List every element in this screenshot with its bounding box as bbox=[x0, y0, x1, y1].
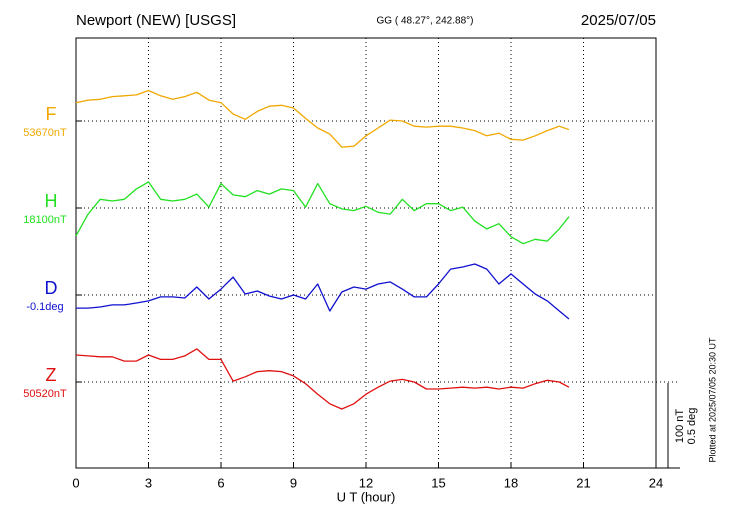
x-tick-label: 3 bbox=[145, 475, 152, 490]
footnote: Plotted at 2025/07/05 20:30 UT bbox=[707, 337, 717, 463]
baseline-label: 18100nT bbox=[23, 214, 67, 226]
x-tick-label: 6 bbox=[217, 475, 224, 490]
series-name: F bbox=[46, 104, 57, 124]
scale-label: 100 nT bbox=[674, 409, 686, 444]
x-tick-label: 21 bbox=[576, 475, 590, 490]
series-line bbox=[76, 263, 570, 320]
series-line bbox=[75, 348, 570, 410]
series-name: H bbox=[45, 191, 58, 211]
baseline-label: -0.1deg bbox=[26, 301, 63, 313]
x-tick-label: 0 bbox=[72, 475, 79, 490]
series-line bbox=[75, 181, 570, 245]
series-name: D bbox=[45, 278, 58, 298]
x-tick-label: 15 bbox=[431, 475, 445, 490]
series-name: Z bbox=[46, 365, 57, 385]
baseline-label: 53670nT bbox=[23, 127, 67, 139]
chart-subtitle: GG ( 48.27°, 242.88°) bbox=[377, 16, 474, 27]
x-tick-label: 18 bbox=[504, 475, 518, 490]
x-tick-label: 9 bbox=[290, 475, 297, 490]
chart-title: Newport (NEW) [USGS] bbox=[76, 12, 236, 29]
series-line bbox=[75, 89, 570, 148]
chart-date: 2025/07/05 bbox=[581, 12, 656, 29]
x-tick-label: 24 bbox=[649, 475, 663, 490]
scale-label: 0.5 deg bbox=[686, 408, 698, 445]
baseline-label: 50520nT bbox=[23, 388, 67, 400]
x-axis-label: U T (hour) bbox=[337, 489, 396, 504]
x-tick-label: 12 bbox=[359, 475, 373, 490]
